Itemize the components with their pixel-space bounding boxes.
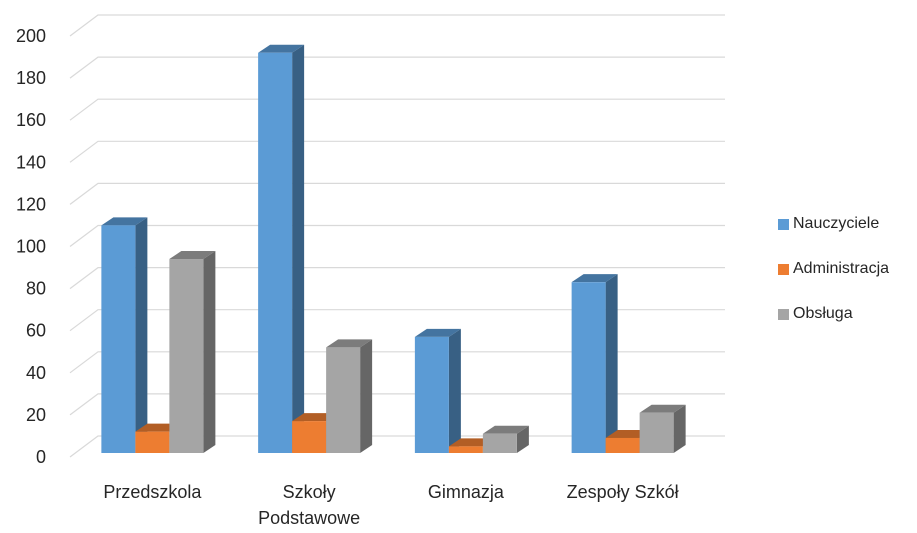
y-tick-label: 180 [16, 68, 46, 88]
bar-administracja [135, 431, 170, 453]
y-tick-label: 100 [16, 237, 46, 257]
bar-side-obsługa [516, 425, 529, 453]
legend-swatch-administracja [778, 263, 789, 275]
bar-top-nauczyciele [101, 217, 148, 226]
y-tick-label: 140 [16, 152, 46, 172]
bar-nauczyciele [571, 282, 606, 453]
bar-obsługa [169, 259, 204, 453]
y-tick-label: 40 [26, 363, 46, 383]
bar-side-obsługa [360, 339, 373, 453]
x-tick-label-line: Podstawowe [258, 508, 360, 528]
legend-item-administracja: Administracja [778, 258, 889, 280]
bar-obsługa [326, 347, 361, 453]
bar-nauczyciele [414, 336, 449, 453]
bar-top-obsługa [482, 425, 529, 434]
bar-side-nauczyciele [292, 44, 305, 454]
bar-side-obsługa [673, 404, 686, 453]
bar-administracja [292, 421, 327, 453]
bar-side-obsługa [203, 251, 216, 453]
y-tick-label: 120 [16, 194, 46, 214]
gridline [69, 224, 725, 247]
legend-item-nauczyciele: Nauczyciele [778, 213, 889, 235]
bar-side-nauczyciele [605, 274, 618, 453]
y-tick-label: 60 [26, 321, 46, 341]
bar-nauczyciele [101, 225, 136, 453]
bar-administracja [605, 437, 640, 453]
legend: Nauczyciele Administracja Obsługa [778, 213, 889, 348]
legend-label-administracja: Administracja [793, 260, 890, 277]
legend-item-obsluga: Obsługa [778, 303, 889, 325]
bar-top-nauczyciele [571, 274, 618, 283]
gridline [69, 309, 725, 332]
gridline [69, 393, 725, 416]
legend-swatch-obsluga [778, 308, 789, 320]
x-tick-label: Szkoły Podstawowe [258, 482, 360, 528]
legend-label-obsluga: Obsługa [793, 305, 853, 322]
bar-nauczyciele [258, 52, 293, 454]
x-tick-label-line: Przedszkola [103, 482, 202, 502]
x-tick-label: Przedszkola [103, 482, 202, 502]
bar-side-nauczyciele [448, 328, 461, 453]
legend-label-nauczyciele: Nauczyciele [793, 215, 880, 232]
gridline [69, 14, 725, 37]
bar-top-nauczyciele [258, 44, 305, 53]
bar-top-obsługa [326, 339, 373, 348]
gridline [69, 182, 725, 205]
gridline [69, 351, 725, 374]
bar-top-obsługa [169, 251, 216, 260]
gridline [69, 56, 725, 79]
bar-obsługa [482, 433, 517, 453]
x-tick-label-line: Szkoły [283, 482, 336, 502]
x-tick-label: Zespoły Szkół [567, 482, 679, 502]
x-tick-label-line: Zespoły Szkół [567, 482, 679, 502]
gridline [69, 140, 725, 163]
y-tick-label: 200 [16, 26, 46, 46]
legend-swatch-nauczyciele [778, 218, 789, 230]
bar-top-nauczyciele [414, 328, 461, 337]
gridline [69, 267, 725, 290]
bar-top-obsługa [639, 404, 686, 413]
bar-obsługa [639, 412, 674, 453]
y-tick-label: 160 [16, 110, 46, 130]
bar-side-nauczyciele [135, 217, 148, 453]
y-tick-label: 0 [36, 447, 46, 467]
gridline [69, 98, 725, 121]
bar-administracja [448, 446, 483, 453]
y-tick-label: 80 [26, 279, 46, 299]
x-tick-label-line: Gimnazja [428, 482, 505, 502]
x-tick-label: Gimnazja [428, 482, 505, 502]
y-tick-label: 20 [26, 405, 46, 425]
